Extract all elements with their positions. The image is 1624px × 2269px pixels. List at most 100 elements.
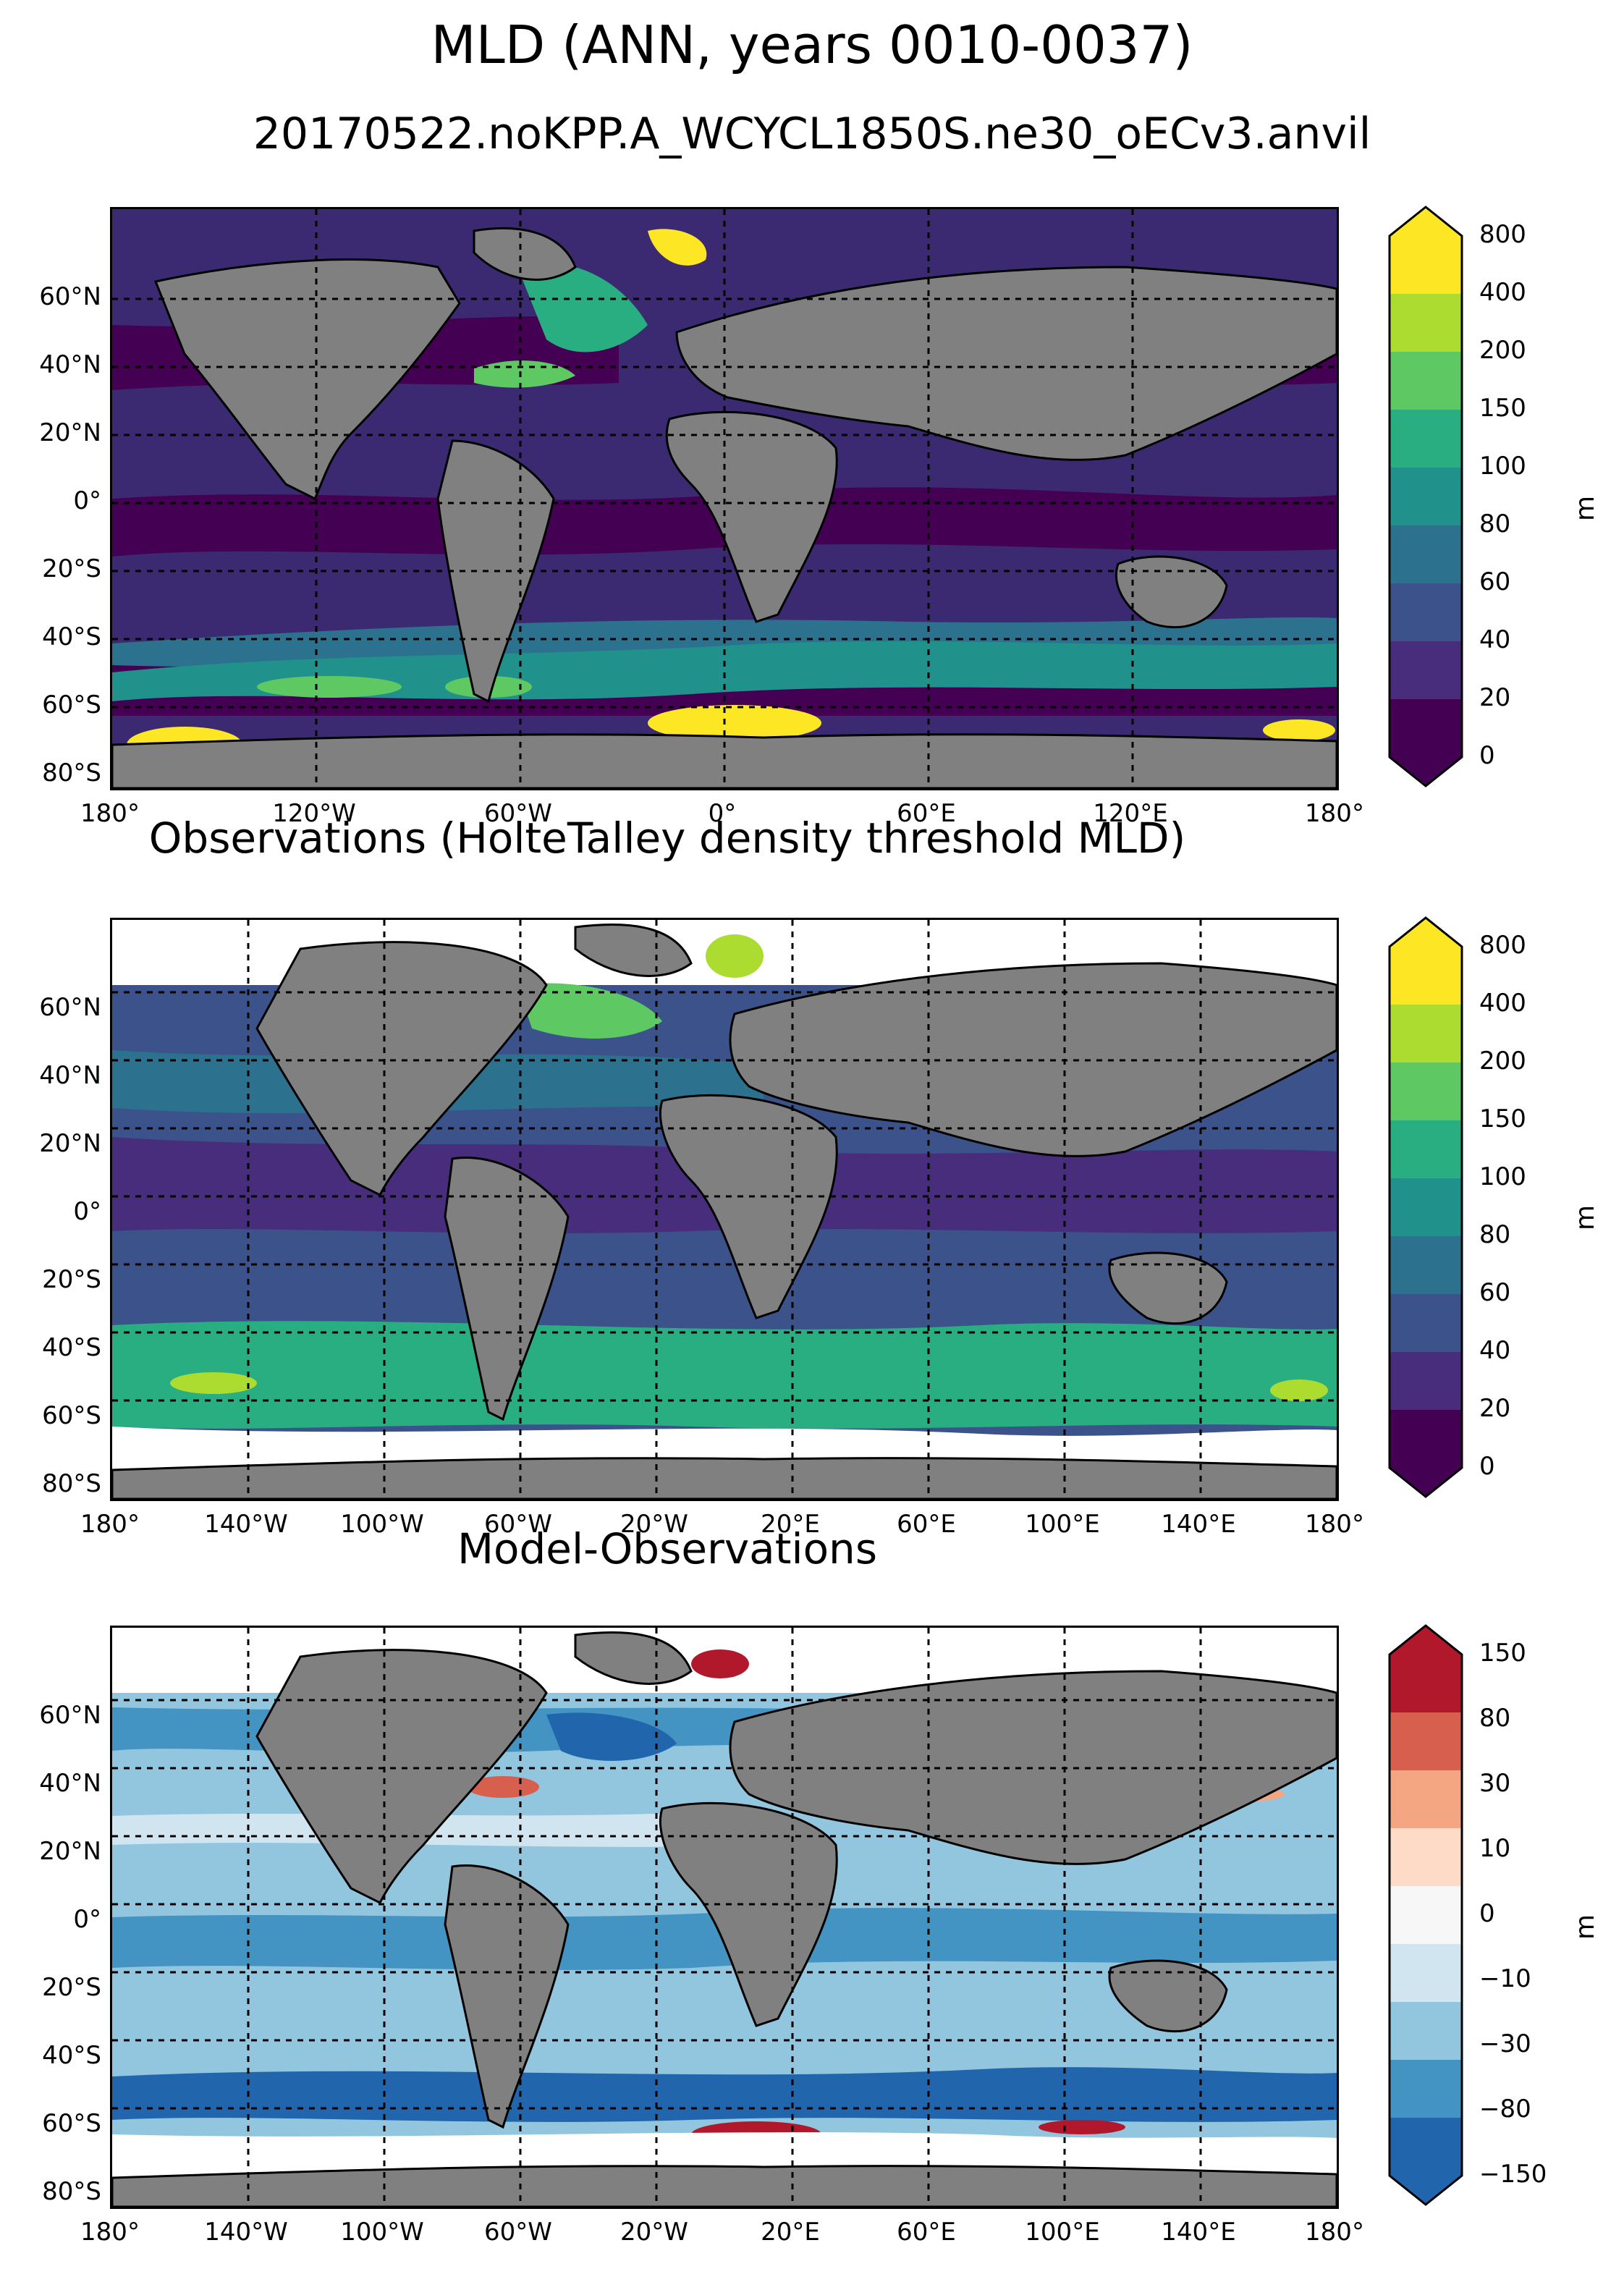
difference-map-svg [112, 1628, 1337, 2207]
colorbar-segment [1390, 1178, 1462, 1236]
y-tick-label: 60°S [42, 690, 101, 719]
colorbar-tick-label: 150 [1479, 1104, 1526, 1133]
colorbar-outline [1388, 1624, 1463, 2206]
x-tick-label: 60°E [897, 1510, 956, 1539]
y-tick-label: 40°S [42, 1333, 101, 1362]
x-tick-label: 60°E [897, 2218, 956, 2247]
observations-title: Observations (HolteTalley density thresh… [148, 814, 1186, 863]
y-tick-label: 60°S [42, 1401, 101, 1430]
colorbar-tick-label: 150 [1479, 1639, 1526, 1668]
colorbar-segment [1390, 1626, 1462, 1712]
colorbar-outline [1388, 206, 1463, 787]
x-tick-label: 60°E [897, 799, 956, 828]
difference-map [110, 1626, 1339, 2209]
x-tick-label: 120°E [1093, 799, 1168, 828]
x-tick-label: 180° [1305, 2218, 1364, 2247]
y-tick-label: 60°S [42, 2109, 101, 2138]
colorbar-tick-label: −30 [1479, 2029, 1531, 2058]
colorbar-tick-label: 150 [1479, 394, 1526, 423]
x-tick-label: 60°W [484, 1510, 552, 1539]
x-tick-label: 20°W [620, 1510, 688, 1539]
colorbar-segment [1390, 468, 1462, 525]
colorbar-outline [1388, 916, 1463, 1498]
y-tick-label: 80°S [42, 759, 101, 787]
subtitle: 20170522.noKPP.A_WCYCL1850S.ne30_oECv3.a… [253, 109, 1371, 159]
colorbar-segment [1390, 2118, 1462, 2205]
colorbar-tick-label: 400 [1479, 989, 1526, 1018]
colorbar-tick-label: 0 [1479, 741, 1495, 770]
suptitle: MLD (ANN, years 0010-0037) [431, 14, 1193, 75]
x-tick-label: 140°E [1161, 1510, 1236, 1539]
y-tick-label: 20°N [39, 1129, 101, 1158]
x-tick-label: 180° [1305, 1510, 1364, 1539]
colorbar-tick-label: −150 [1479, 2160, 1547, 2189]
y-tick-label: 60°N [39, 1701, 101, 1730]
x-tick-label: 100°E [1025, 2218, 1100, 2247]
colorbar-segment [1390, 1944, 1462, 2002]
colorbar-segment [1390, 294, 1462, 352]
colorbar-segment [1390, 2060, 1462, 2118]
colorbar-tick-label: 100 [1479, 452, 1526, 481]
colorbar-segment [1390, 1828, 1462, 1886]
colorbar-tick-label: 400 [1479, 278, 1526, 307]
y-tick-label: 40°S [42, 622, 101, 651]
colorbar-segment [1390, 699, 1462, 786]
colorbar-segment [1390, 1770, 1462, 1828]
colorbar-segment [1390, 2002, 1462, 2060]
x-tick-label: 60°W [484, 799, 552, 828]
colorbar-segment [1390, 1352, 1462, 1410]
colorbar-segment [1390, 207, 1462, 294]
colorbar-segment [1390, 1712, 1462, 1770]
x-tick-label: 100°W [340, 1510, 424, 1539]
colorbar-tick-label: 60 [1479, 1278, 1511, 1307]
x-tick-label: 100°E [1025, 1510, 1100, 1539]
x-tick-label: 140°W [204, 2218, 288, 2247]
x-tick-label: 20°E [761, 1510, 820, 1539]
colorbar-segment [1390, 1062, 1462, 1120]
x-tick-label: 100°W [340, 2218, 424, 2247]
colorbar-segment [1390, 918, 1462, 1005]
colorbar-tick-label: 0 [1479, 1452, 1495, 1481]
x-tick-label: 140°E [1161, 2218, 1236, 2247]
colorbar-svg [1388, 1624, 1463, 2206]
y-tick-label: 20°S [42, 1265, 101, 1294]
y-tick-label: 20°N [39, 1837, 101, 1866]
model-mld-map-svg [112, 209, 1337, 788]
colorbar-tick-label: 40 [1479, 1336, 1511, 1365]
colorbar-segment [1390, 1120, 1462, 1178]
y-tick-label: 40°N [39, 350, 101, 379]
colorbar-segment [1390, 1886, 1462, 1944]
colorbar-segment [1390, 352, 1462, 410]
y-tick-label: 80°S [42, 1469, 101, 1498]
y-tick-label: 40°N [39, 1769, 101, 1798]
observations-map [110, 918, 1339, 1501]
x-tick-label: 180° [1305, 799, 1364, 828]
colorbar-segment [1390, 1294, 1462, 1352]
colorbar-tick-label: −80 [1479, 2095, 1531, 2124]
colorbar-tick-label: 30 [1479, 1769, 1511, 1798]
y-tick-label: 20°S [42, 1973, 101, 2002]
difference-title: Model-Observations [457, 1524, 878, 1573]
colorbar-unit: m [1570, 495, 1600, 521]
colorbar-tick-label: 40 [1479, 625, 1511, 654]
y-tick-label: 0° [73, 1905, 101, 1934]
y-tick-label: 60°N [39, 993, 101, 1022]
x-tick-label: 120°W [272, 799, 356, 828]
y-tick-label: 20°S [42, 554, 101, 583]
y-tick-label: 40°S [42, 2041, 101, 2070]
x-tick-label: 0° [708, 799, 737, 828]
colorbar-tick-label: 800 [1479, 931, 1526, 960]
colorbar-tick-label: 10 [1479, 1834, 1511, 1863]
colorbar-svg [1388, 916, 1463, 1498]
model-mld-map [110, 207, 1339, 790]
y-tick-label: 0° [73, 486, 101, 515]
y-tick-label: 0° [73, 1197, 101, 1226]
y-tick-label: 60°N [39, 282, 101, 311]
colorbar [1388, 206, 1463, 787]
colorbar-segment [1390, 410, 1462, 468]
colorbar-tick-label: −10 [1479, 1964, 1531, 1993]
x-tick-label: 20°E [761, 2218, 820, 2247]
colorbar-tick-label: 0 [1479, 1899, 1495, 1928]
colorbar-segment [1390, 525, 1462, 583]
colorbar-segment [1390, 583, 1462, 641]
